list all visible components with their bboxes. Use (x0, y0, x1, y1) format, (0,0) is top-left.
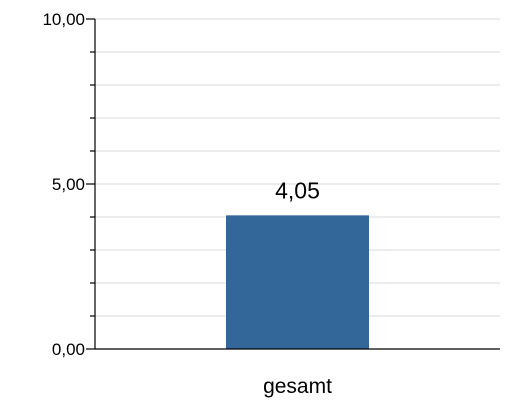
y-axis-ticks (86, 18, 95, 350)
bars (226, 215, 369, 349)
y-tick-label: 10,00 (42, 10, 85, 29)
data-label: 4,05 (275, 177, 320, 203)
y-tick-label: 0,00 (52, 340, 85, 359)
y-tick-label: 5,00 (52, 175, 85, 194)
gridlines (95, 18, 500, 317)
category-label: gesamt (263, 375, 332, 398)
labels: 4,05 gesamt 0,00 5,00 10,00 (42, 10, 332, 398)
bar (226, 215, 369, 349)
